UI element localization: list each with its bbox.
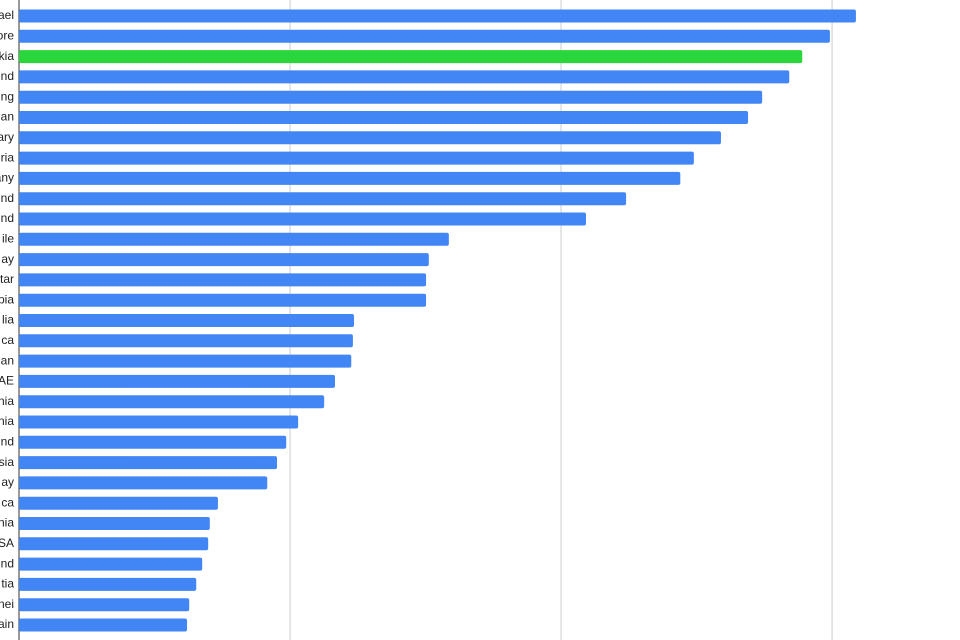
y-tick-label: tia: [1, 577, 14, 591]
y-tick-label: an: [1, 353, 14, 367]
y-tick-label: sia: [0, 455, 14, 469]
bar: [19, 577, 197, 591]
bar: [19, 476, 268, 490]
bar: [19, 395, 325, 409]
y-tick-label: nia: [0, 516, 14, 530]
bar: [19, 253, 429, 267]
y-tick-label: lia: [2, 313, 14, 327]
y-tick-label: nd: [1, 434, 14, 448]
y-tick-label: nd: [1, 556, 14, 570]
bar: [19, 171, 681, 185]
bar: [19, 90, 763, 104]
y-tick-label: AE: [0, 374, 14, 388]
bar: [19, 517, 210, 530]
bar: [19, 9, 856, 23]
bar: [19, 537, 209, 551]
bar: [19, 111, 749, 124]
y-tick-label: ria: [1, 150, 15, 164]
bar: [19, 354, 352, 368]
y-tick-label: ary: [0, 130, 14, 144]
y-tick-label: tar: [0, 272, 14, 286]
y-tick-label: nia: [0, 414, 14, 428]
bar: [19, 50, 803, 64]
bar: [19, 496, 218, 510]
bar: [19, 374, 336, 388]
y-tick-label: ile: [2, 231, 14, 245]
y-tick-label: ca: [1, 495, 14, 509]
bar: [19, 415, 299, 429]
y-tick-label: ca: [1, 333, 14, 347]
y-tick-label: ay: [1, 252, 14, 266]
y-tick-label: nd: [1, 69, 14, 83]
y-tick-label: ay: [1, 475, 14, 489]
bar: [19, 618, 188, 632]
y-tick-label: ael: [0, 8, 14, 22]
bar: [19, 212, 586, 226]
y-tick-label: nia: [0, 394, 14, 408]
bar: [19, 70, 790, 84]
bar: [19, 293, 427, 307]
y-tick-label: an: [1, 110, 14, 124]
bar: [19, 232, 449, 246]
y-tick-label: nd: [1, 211, 14, 225]
y-tick-label: ore: [0, 28, 14, 42]
y-tick-label: pia: [0, 292, 14, 306]
bar: [19, 314, 354, 327]
bar: [19, 273, 427, 287]
bar: [19, 131, 721, 145]
y-tick-label: nd: [1, 191, 14, 205]
bar: [19, 151, 694, 165]
y-tick-label: SA: [0, 536, 14, 550]
y-tick-label: kia: [0, 49, 14, 63]
y-tick-label: nei: [0, 597, 14, 611]
bar: [19, 598, 190, 612]
bar: [19, 29, 830, 43]
y-tick-label: ng: [1, 89, 14, 103]
y-tick-label: ain: [0, 617, 14, 631]
bar: [19, 435, 287, 449]
bar: [19, 456, 278, 470]
bar: [19, 334, 353, 348]
bar: [19, 557, 203, 571]
bar: [19, 192, 627, 206]
y-tick-label: any: [0, 171, 14, 185]
